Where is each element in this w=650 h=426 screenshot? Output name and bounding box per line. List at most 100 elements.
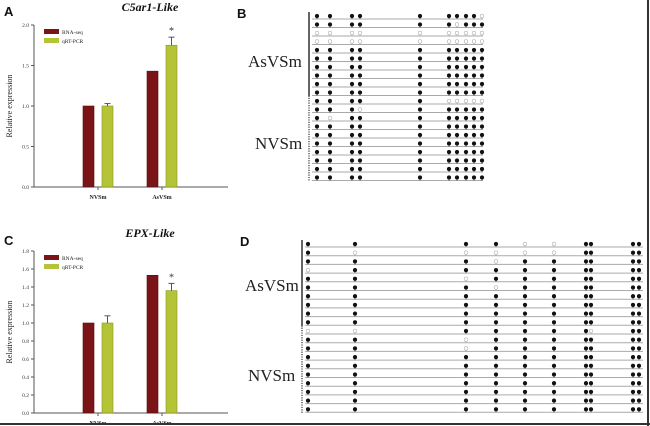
- cpg-methylated: [479, 141, 485, 146]
- cpg-methylated: [446, 56, 452, 61]
- cpg-methylated: [630, 372, 636, 377]
- cpg-methylated: [352, 372, 358, 377]
- y-tick-label: 0.0: [22, 411, 29, 417]
- cpg-methylated: [417, 124, 423, 129]
- cpg-methylated: [583, 363, 589, 368]
- cpg-unmethylated: [471, 98, 477, 104]
- cpg-methylated: [446, 64, 452, 70]
- cpg-methylated: [636, 285, 642, 290]
- bar-rnaseq-nvsm: [82, 105, 95, 188]
- group-label-asvsm-b: AsVSm: [248, 52, 302, 71]
- group-label-asvsm-d: AsVSm: [245, 276, 299, 295]
- cpg-methylated: [352, 259, 358, 264]
- cpg-methylated: [479, 107, 485, 112]
- cpg-unmethylated: [446, 30, 452, 36]
- cpg-methylated: [357, 132, 363, 138]
- cpg-methylated: [493, 302, 499, 308]
- cpg-methylated: [327, 64, 333, 70]
- cpg-methylated: [314, 166, 320, 172]
- cpg-methylated: [493, 337, 499, 342]
- cpg-methylated: [471, 149, 477, 155]
- cpg-unmethylated: [479, 13, 485, 19]
- cpg-methylated: [522, 267, 528, 273]
- significance-mark: *: [169, 272, 174, 283]
- cpg-methylated: [463, 328, 469, 334]
- legend-label-1: qRT-PCR: [62, 39, 84, 45]
- y-tick-label: 1.0: [22, 104, 29, 110]
- cpg-methylated: [357, 141, 363, 146]
- cpg-methylated: [357, 73, 363, 78]
- cpg-methylated: [349, 81, 355, 87]
- cpg-methylated: [588, 320, 594, 325]
- cpg-methylated: [349, 73, 355, 78]
- cpg-methylated: [471, 166, 477, 172]
- bar-chart-c: 0.0 0.2 0.4 0.6 0.8 1.0 1.2 1.4 1.6 1.8 Relative e…: [5, 249, 228, 426]
- y-tick-label: 1.2: [22, 303, 29, 309]
- cpg-methylated: [583, 389, 589, 395]
- cpg-methylated: [493, 267, 499, 273]
- cpg-methylated: [630, 328, 636, 334]
- cpg-methylated: [357, 56, 363, 61]
- cpg-methylated: [349, 115, 355, 121]
- cpg-methylated: [446, 22, 452, 27]
- cpg-methylated: [630, 407, 636, 412]
- cpg-methylated: [327, 13, 333, 19]
- cpg-methylated: [551, 320, 557, 325]
- panel-label-b: B: [237, 6, 247, 21]
- cpg-methylated: [471, 64, 477, 70]
- cpg-methylated: [471, 132, 477, 138]
- legend-swatch-1: [44, 38, 59, 43]
- cpg-methylated: [588, 250, 594, 255]
- cpg-methylated: [583, 372, 589, 377]
- cpg-methylated: [479, 175, 485, 180]
- cpg-methylated: [583, 241, 589, 247]
- cpg-methylated: [463, 81, 469, 87]
- cpg-methylated: [463, 56, 469, 61]
- cpg-methylated: [463, 175, 469, 180]
- cpg-methylated: [583, 320, 589, 325]
- cpg-unmethylated: [314, 39, 320, 44]
- cpg-unmethylated: [349, 39, 355, 44]
- cpg-unmethylated: [454, 39, 460, 44]
- cpg-methylated: [463, 267, 469, 273]
- cpg-methylated: [357, 64, 363, 70]
- cpg-methylated: [588, 311, 594, 316]
- cpg-methylated: [583, 311, 589, 316]
- bar-chart-a: 0.0 0.5 1.0 1.5 2.0 Relative expression NVSm As…: [5, 23, 228, 201]
- cpg-methylated: [522, 372, 528, 377]
- cpg-methylated: [352, 294, 358, 299]
- cpg-methylated: [463, 285, 469, 290]
- cpg-methylated: [583, 407, 589, 412]
- cpg-methylated: [588, 372, 594, 377]
- cpg-methylated: [493, 354, 499, 360]
- cpg-methylated: [314, 124, 320, 129]
- cpg-methylated: [551, 407, 557, 412]
- cpg-methylated: [349, 47, 355, 53]
- cpg-methylated: [551, 311, 557, 316]
- cpg-methylated: [417, 166, 423, 172]
- cpg-methylated: [305, 407, 311, 412]
- cpg-methylated: [636, 407, 642, 412]
- cpg-methylated: [454, 158, 460, 163]
- cpg-methylated: [352, 389, 358, 395]
- cpg-methylated: [463, 158, 469, 163]
- cpg-methylated: [630, 267, 636, 273]
- cpg-methylated: [352, 381, 358, 386]
- x-tick-label: NVSm: [89, 195, 106, 201]
- cpg-methylated: [636, 259, 642, 264]
- cpg-methylated: [305, 346, 311, 351]
- cpg-methylated: [471, 73, 477, 78]
- cpg-methylated: [588, 398, 594, 403]
- cpg-methylated: [446, 166, 452, 172]
- bar-qrtpcr-asvsm: [165, 44, 178, 188]
- cpg-methylated: [454, 141, 460, 146]
- frame-border-bottom: [0, 423, 650, 425]
- cpg-unmethylated: [352, 250, 358, 255]
- cpg-methylated: [583, 276, 589, 281]
- cpg-methylated: [352, 363, 358, 368]
- cpg-methylated: [327, 158, 333, 163]
- cpg-methylated: [551, 337, 557, 342]
- cpg-methylated: [630, 337, 636, 342]
- y-tick-label: 0.5: [22, 145, 29, 151]
- cpg-methylated: [551, 354, 557, 360]
